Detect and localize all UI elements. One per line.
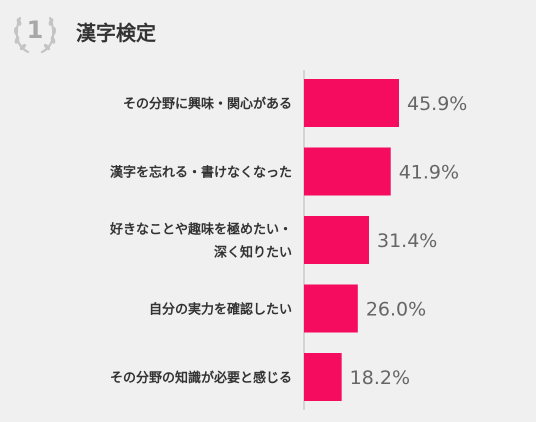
bar-2: [304, 216, 369, 264]
page-title: 漢字検定: [76, 21, 156, 45]
value-label-3: 26.0%: [366, 299, 426, 321]
bar-1: [304, 147, 391, 196]
value-label-1: 41.9%: [399, 162, 459, 184]
value-label-4: 18.2%: [350, 367, 410, 389]
rank-badge: 1: [10, 8, 60, 56]
laurel-icon: [13, 16, 57, 54]
bar-0: [304, 79, 399, 127]
category-label-2-line-1: 深く知りたい: [214, 245, 292, 261]
category-label-1: 漢字を忘れる・書けなくなった: [110, 165, 292, 181]
category-label-0: その分野に興味・関心がある: [123, 96, 292, 112]
category-label-3: 自分の実力を確認したい: [149, 302, 292, 318]
value-label-2: 31.4%: [377, 230, 437, 252]
bar-4: [304, 353, 342, 401]
rank-number: 1: [26, 16, 44, 44]
category-label-4: その分野の知識が必要と感じる: [110, 370, 292, 386]
bar-3: [304, 284, 358, 333]
category-label-2-line-0: 好きなことや趣味を極めたい・: [109, 222, 292, 238]
value-label-0: 45.9%: [407, 93, 467, 115]
